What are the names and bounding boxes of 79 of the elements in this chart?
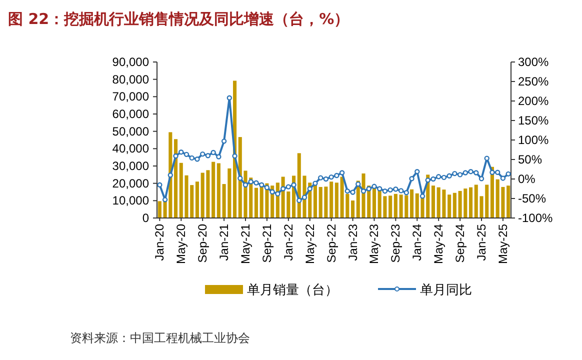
bar [330,182,334,218]
y-tick-label: 20,000 [112,176,150,190]
bar [452,192,456,218]
y2-tick-label: 50% [518,152,542,166]
bar [216,163,220,218]
y2-tick-label: -100% [518,211,554,225]
bar [501,186,505,218]
bar [506,186,510,218]
bar [206,170,210,218]
y2-tick-label: -50% [518,192,546,206]
x-tick-label: Jan-25 [474,224,488,261]
x-tick-label: May-25 [496,224,510,264]
x-tick-label: Jan-21 [217,224,232,261]
bar [222,184,226,218]
bar [485,184,489,218]
legend-label: 单月同比 [420,283,472,298]
bar [442,190,446,218]
bar [195,182,199,218]
x-tick-label: May-20 [174,224,188,264]
bar [351,200,355,218]
y-tick-label: 30,000 [112,159,150,173]
y2-tick-label: 100% [518,133,550,147]
y-tick-label: 90,000 [112,55,150,69]
x-tick-label: Jan-23 [346,224,360,261]
y-tick-label: 70,000 [112,90,150,104]
bar [383,196,387,218]
bar [496,179,500,218]
legend-label: 单月销量（台） [247,283,338,298]
bar [212,162,216,218]
bar [244,170,248,218]
x-tick-label: Jan-22 [281,224,296,261]
bar [318,186,322,218]
x-tick-label: Sep-21 [260,224,274,263]
y-tick-label: 50,000 [112,124,150,138]
y-tick-label: 10,000 [112,194,150,208]
y2-tick-label: 0% [518,172,536,186]
x-tick-label: May-24 [432,224,446,264]
bar [158,201,162,218]
bar [436,187,440,218]
y-tick-label: 60,000 [112,107,150,121]
x-tick-label: May-22 [302,224,317,264]
bar [190,185,194,218]
bar [464,188,468,218]
bar [410,189,414,218]
bar [469,187,473,218]
y2-tick-label: 250% [518,74,550,88]
y2-tick-label: 200% [518,94,550,108]
bar [415,193,419,218]
x-tick-label: Sep-22 [324,224,338,263]
chart-title: 图 22：挖掘机行业销售情况及同比增速（台，%） [8,10,350,28]
x-tick-label: Sep-20 [196,224,210,263]
bar [334,182,338,218]
bar [179,162,183,218]
x-tick-label: Jan-24 [410,224,424,261]
x-tick-label: Sep-23 [388,224,403,263]
bar [254,188,258,218]
y-tick-label: 40,000 [112,142,150,156]
bar [286,191,290,218]
bar [184,175,188,218]
y-tick-label: 80,000 [112,72,150,86]
bar [394,194,398,218]
y2-tick-label: 300% [518,55,550,69]
x-tick-label: Sep-24 [453,224,468,263]
bar [431,186,435,218]
bar [388,196,392,218]
bar [480,196,484,218]
bar [324,186,328,218]
x-tick-label: May-21 [238,224,252,264]
y-tick-label: 0 [142,211,150,225]
bar [474,184,478,218]
y2-tick-label: 150% [518,114,550,128]
bar [228,168,232,218]
bar [200,172,204,218]
bar [448,194,452,218]
bar [458,190,462,218]
x-tick-label: Jan-20 [152,224,167,261]
x-tick-label: May-23 [367,224,382,264]
bar [174,139,178,218]
text: 资料来源：中国工程机械工业协会 [70,331,250,345]
